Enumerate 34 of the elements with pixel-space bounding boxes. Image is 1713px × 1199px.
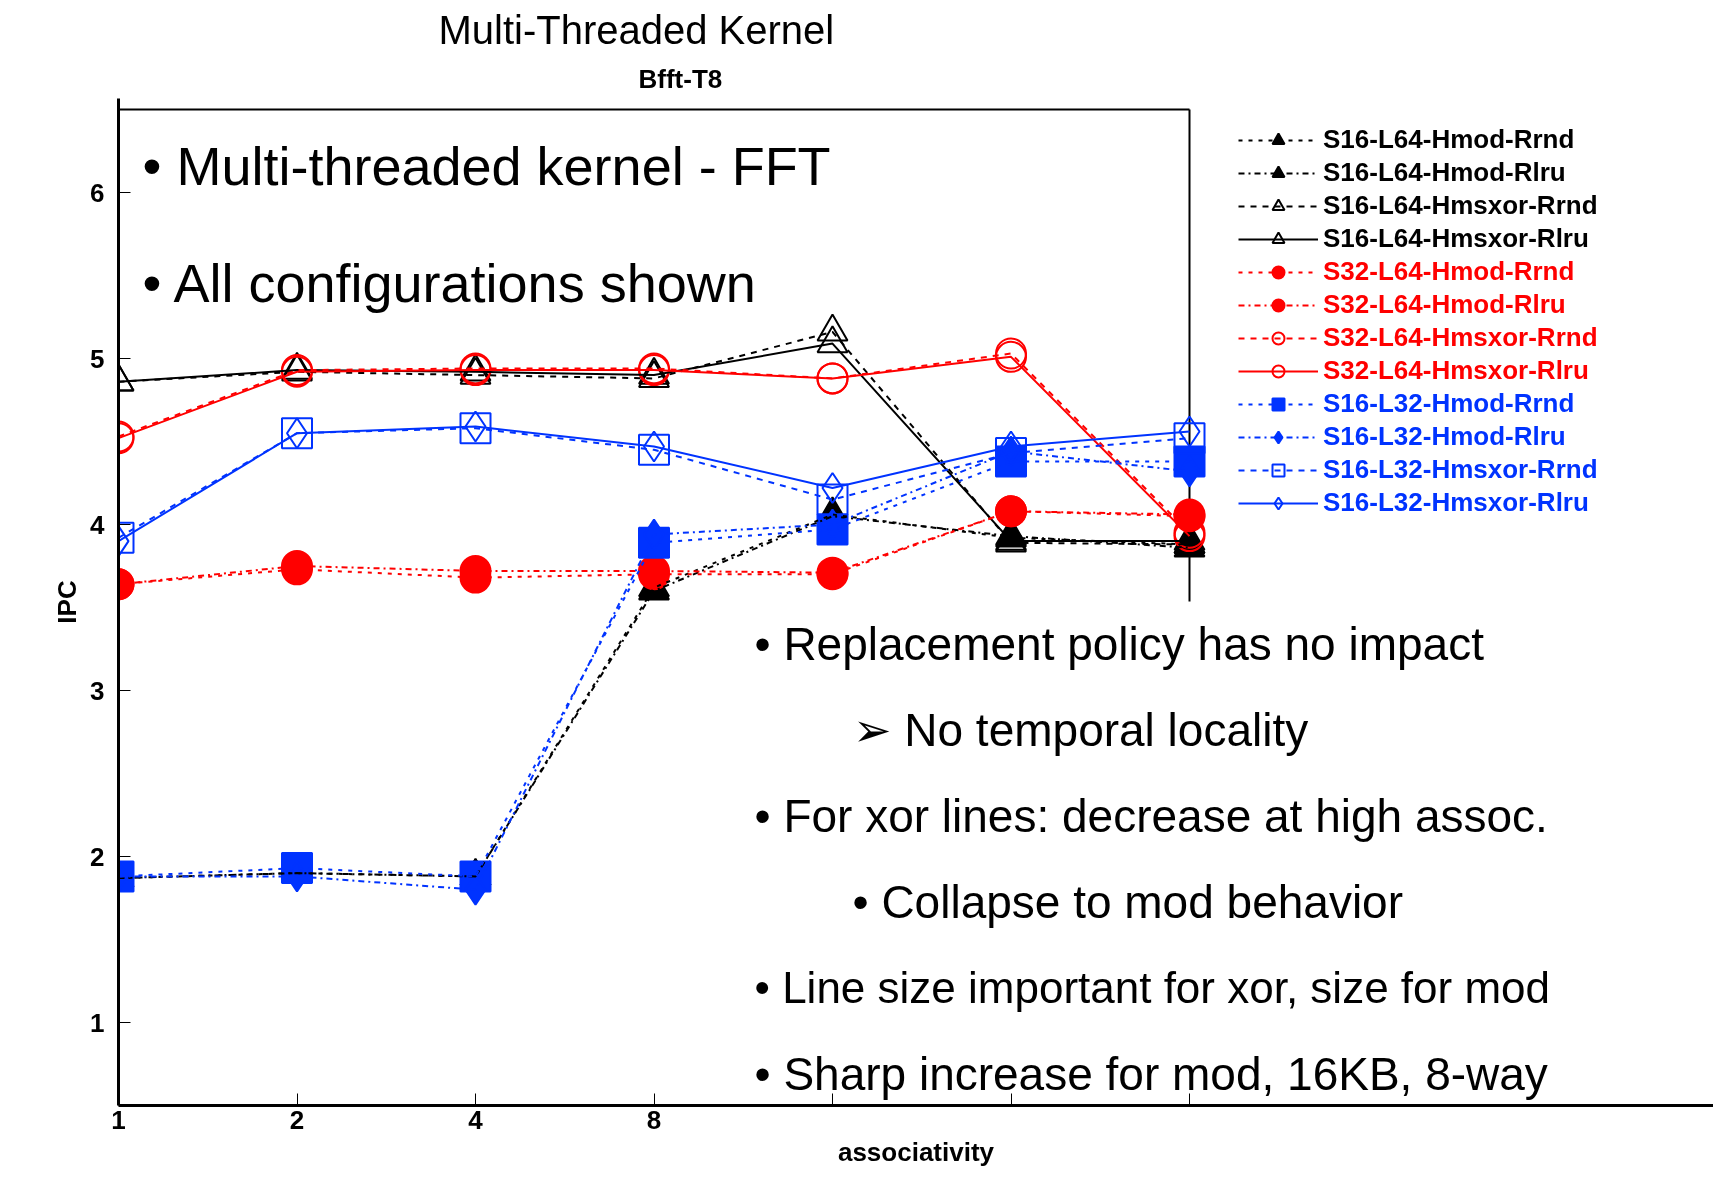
x-tick-label: 2 — [289, 1104, 305, 1135]
annotation: • Sharp increase for mod, 16KB, 8-way — [754, 1047, 1548, 1100]
x-tick-label: 4 — [468, 1104, 484, 1135]
y-tick-label: 5 — [90, 343, 105, 374]
legend-label: S16-L64-Hmsxor-Rlru — [1323, 222, 1589, 255]
chart-title: Multi-Threaded Kernel — [438, 7, 835, 52]
annotation: • Collapse to mod behavior — [852, 875, 1404, 928]
x-axis-title: associativity — [837, 1136, 995, 1167]
legend-label: S32-L64-Hmsxor-Rlru — [1323, 354, 1589, 387]
legend-label: S16-L64-Hmsxor-Rrnd — [1323, 189, 1598, 222]
legend-label: S16-L32-Hmod-Rrnd — [1323, 387, 1575, 420]
y-tick-label: 6 — [90, 177, 105, 208]
annotation: • Replacement policy has no impact — [754, 617, 1485, 670]
y-tick-label: 3 — [90, 675, 105, 706]
annotation: • All configurations shown — [142, 252, 756, 313]
annotation: • Line size important for xor, size for mod — [754, 963, 1551, 1012]
x-tick-label: 1 — [111, 1104, 126, 1135]
y-tick-label: 1 — [90, 1007, 105, 1038]
chart-subtitle: Bfft-T8 — [638, 63, 723, 94]
legend-label: S32-L64-Hmod-Rlru — [1323, 288, 1566, 321]
annotation: ➢ No temporal locality — [852, 703, 1309, 756]
y-tick-label: 4 — [90, 509, 106, 540]
y-axis-title: IPC — [52, 580, 83, 624]
annotation: • For xor lines: decrease at high assoc. — [754, 789, 1548, 842]
legend-label: S16-L32-Hmod-Rlru — [1323, 420, 1566, 453]
legend-label: S32-L64-Hmod-Rrnd — [1323, 255, 1575, 288]
legend-label: S32-L64-Hmsxor-Rrnd — [1323, 321, 1598, 354]
annotation: • Multi-threaded kernel - FFT — [142, 135, 831, 196]
legend-label: S16-L32-Hmsxor-Rlru — [1323, 486, 1589, 519]
legend-label: S16-L32-Hmsxor-Rrnd — [1323, 453, 1598, 486]
y-tick-label: 2 — [90, 841, 105, 872]
legend-label: S16-L64-Hmod-Rlru — [1323, 156, 1566, 189]
x-tick-label: 8 — [646, 1104, 662, 1135]
legend-label: S16-L64-Hmod-Rrnd — [1323, 123, 1575, 156]
